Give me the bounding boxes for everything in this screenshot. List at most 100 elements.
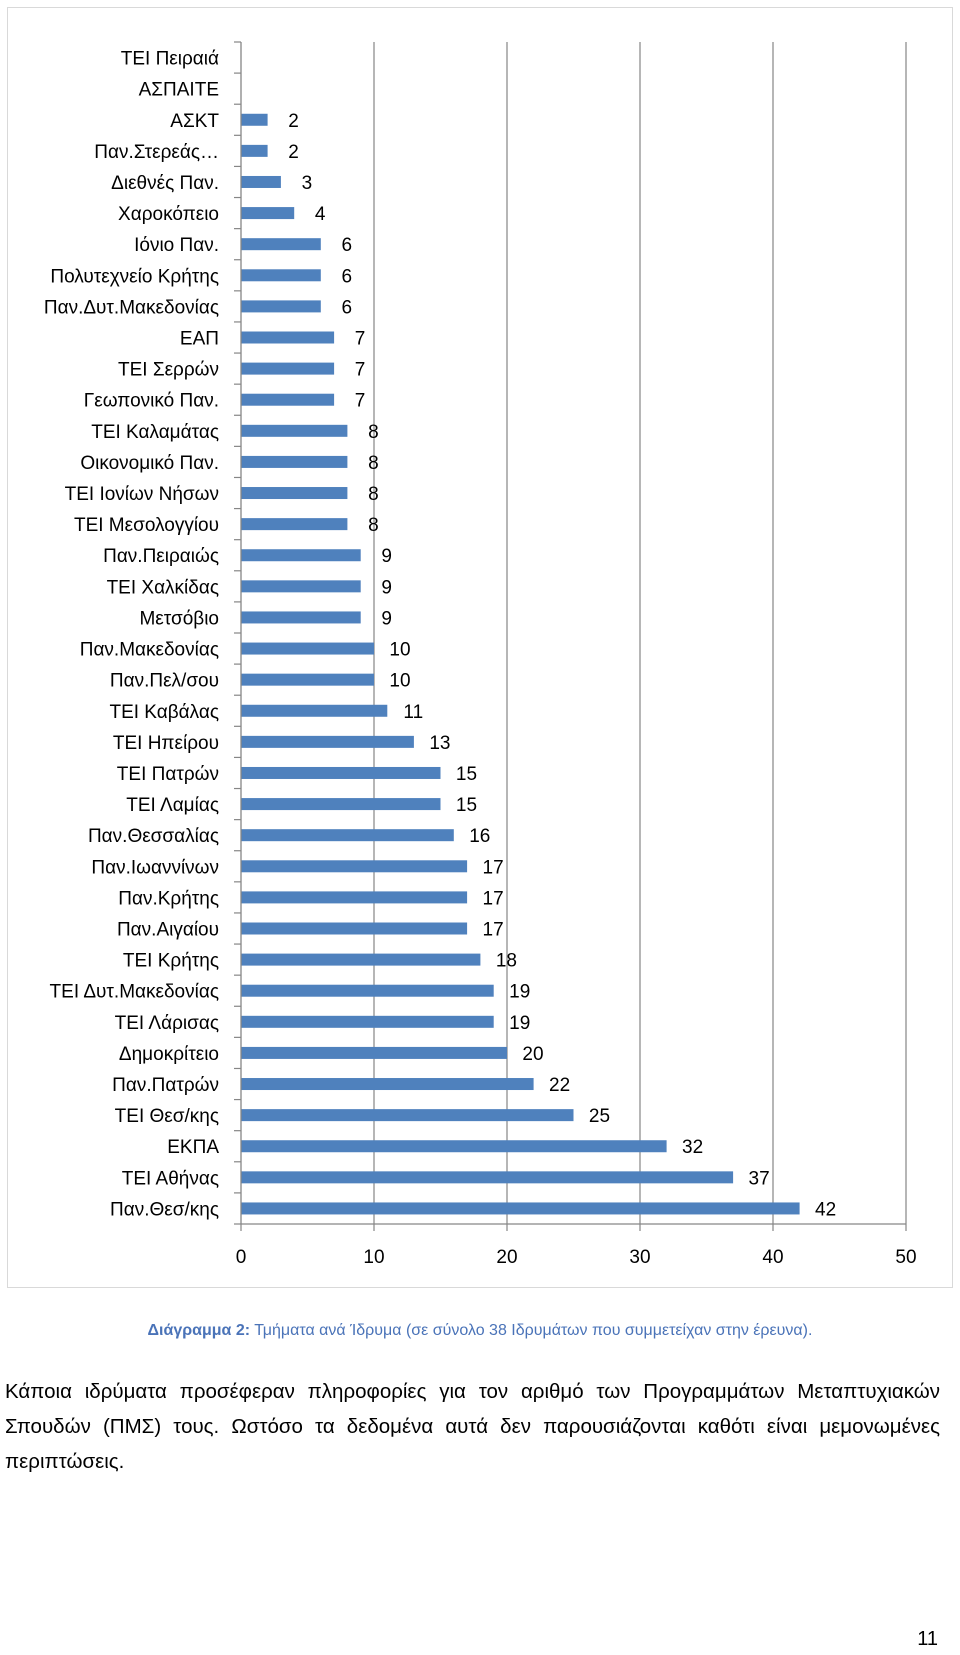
category-label: ΤΕΙ Ηπείρου [113, 733, 219, 754]
x-tick-label-20: 20 [496, 1247, 517, 1268]
bar [241, 829, 454, 842]
category-label: ΤΕΙ Θεσ/κης [115, 1106, 219, 1127]
bar [241, 1109, 574, 1122]
bar [241, 984, 494, 997]
bar [241, 393, 335, 406]
data-label: 6 [342, 235, 353, 256]
data-label: 2 [288, 142, 299, 163]
gridlines [373, 42, 907, 1224]
data-label: 18 [496, 951, 517, 972]
bar [241, 455, 348, 468]
data-label: 25 [589, 1106, 610, 1127]
body-paragraph: Κάποια ιδρύματα προσέφεραν πληροφορίες γ… [5, 1380, 940, 1473]
bar [241, 922, 468, 935]
labels: 0 10 20 30 40 50 ΤΕΙ Πειραιά ΑΣΠΑΙΤΕ ΑΣΚΤ 2 Παν.Στ… [44, 49, 917, 1268]
data-label: 7 [355, 360, 366, 381]
bar [241, 860, 468, 873]
bar [241, 207, 295, 220]
data-label: 17 [483, 857, 504, 878]
data-label: 8 [368, 515, 379, 536]
x-tick-label-0: 0 [236, 1247, 247, 1268]
bar [241, 735, 414, 748]
data-label: 9 [381, 577, 392, 598]
category-label: Παν.Πατρών [112, 1075, 219, 1096]
category-label: Παν.Πειραιώς [103, 546, 219, 567]
category-label: Παν.Στερεάς… [94, 142, 219, 163]
data-label: 13 [429, 733, 450, 754]
category-label: ΤΕΙ Μεσολογγίου [74, 515, 219, 536]
data-label: 11 [403, 702, 423, 723]
bar [241, 1015, 494, 1028]
bar [241, 1140, 667, 1153]
bar [241, 175, 281, 188]
category-label: ΤΕΙ Καλαμάτας [91, 422, 219, 443]
category-label: Παν.Μακεδονίας [80, 640, 219, 661]
bar [241, 580, 361, 593]
category-label: Γεωπονικό Παν. [84, 391, 219, 412]
data-label: 15 [456, 764, 477, 785]
page-number: 11 [917, 1628, 938, 1650]
data-label: 17 [483, 920, 504, 941]
category-label: Παν.Αιγαίου [117, 920, 219, 941]
x-tick-label-30: 30 [629, 1247, 650, 1268]
category-label: Παν.Ιωαννίνων [91, 857, 219, 878]
bar [241, 144, 268, 157]
data-label: 16 [469, 826, 490, 847]
data-label: 19 [509, 1013, 530, 1034]
category-label: Χαροκόπειο [118, 204, 219, 225]
data-label: 42 [815, 1199, 836, 1220]
caption-text: Τμήματα ανά Ίδρυμα (σε σύνολο 38 Ιδρυμάτ… [250, 1322, 813, 1339]
data-label: 9 [381, 608, 392, 629]
data-label: 37 [749, 1168, 770, 1189]
bar [241, 518, 348, 531]
bar [241, 113, 268, 126]
bar [241, 300, 321, 313]
category-label: Οικονομικό Παν. [80, 453, 219, 474]
x-tick-label-40: 40 [762, 1247, 783, 1268]
category-label: ΕΑΠ [180, 329, 219, 350]
bar [241, 953, 481, 966]
data-label: 32 [682, 1137, 703, 1158]
data-label: 4 [315, 204, 326, 225]
data-label: 7 [355, 391, 366, 412]
category-label: Παν.Θεσσαλίας [88, 826, 219, 847]
data-label: 3 [302, 173, 313, 194]
data-label: 6 [342, 297, 353, 318]
category-label: Διεθνές Παν. [111, 173, 219, 194]
category-label: ΤΕΙ Κρήτης [123, 951, 219, 972]
x-tick-label-50: 50 [895, 1247, 916, 1268]
category-label: ΤΕΙ Χαλκίδας [107, 577, 219, 598]
data-label: 6 [342, 266, 353, 287]
data-label: 8 [368, 422, 379, 443]
bar [241, 1171, 734, 1184]
category-label: ΤΕΙ Λάρισας [115, 1013, 219, 1034]
category-label: ΤΕΙ Δυτ.Μακεδονίας [50, 982, 219, 1003]
caption-prefix: Διάγραμμα 2: [147, 1322, 251, 1339]
category-label: Παν.Κρήτης [118, 888, 219, 909]
category-label: Παν.Θεσ/κης [110, 1199, 219, 1220]
bar [241, 549, 361, 562]
bar [241, 891, 468, 904]
data-label: 7 [355, 329, 366, 350]
data-label: 8 [368, 484, 379, 505]
data-label: 20 [522, 1044, 543, 1065]
data-label: 2 [288, 111, 299, 132]
category-label: Παν.Δυτ.Μακεδονίας [44, 297, 219, 318]
bar [241, 1046, 507, 1059]
data-label: 17 [483, 888, 504, 909]
category-label: ΤΕΙ Αθήνας [122, 1168, 219, 1189]
bar [241, 1078, 534, 1091]
bar [241, 362, 335, 375]
category-label: Παν.Πελ/σου [110, 671, 219, 692]
bar [241, 798, 441, 811]
bar [241, 766, 441, 779]
category-label: Δημοκρίτειο [119, 1044, 219, 1065]
bar [241, 331, 335, 344]
category-label: ΤΕΙ Σερρών [118, 360, 219, 381]
bar-chart: 0 10 20 30 40 50 ΤΕΙ Πειραιά ΑΣΠΑΙΤΕ ΑΣΚΤ 2 Παν.Στ… [44, 41, 917, 1268]
category-label: ΤΕΙ Πειραιά [121, 49, 219, 70]
data-label: 10 [389, 671, 410, 692]
category-label: ΑΣΠΑΙΤΕ [139, 80, 219, 101]
axes [234, 41, 907, 1231]
category-label: Μετσόβιο [139, 608, 219, 629]
